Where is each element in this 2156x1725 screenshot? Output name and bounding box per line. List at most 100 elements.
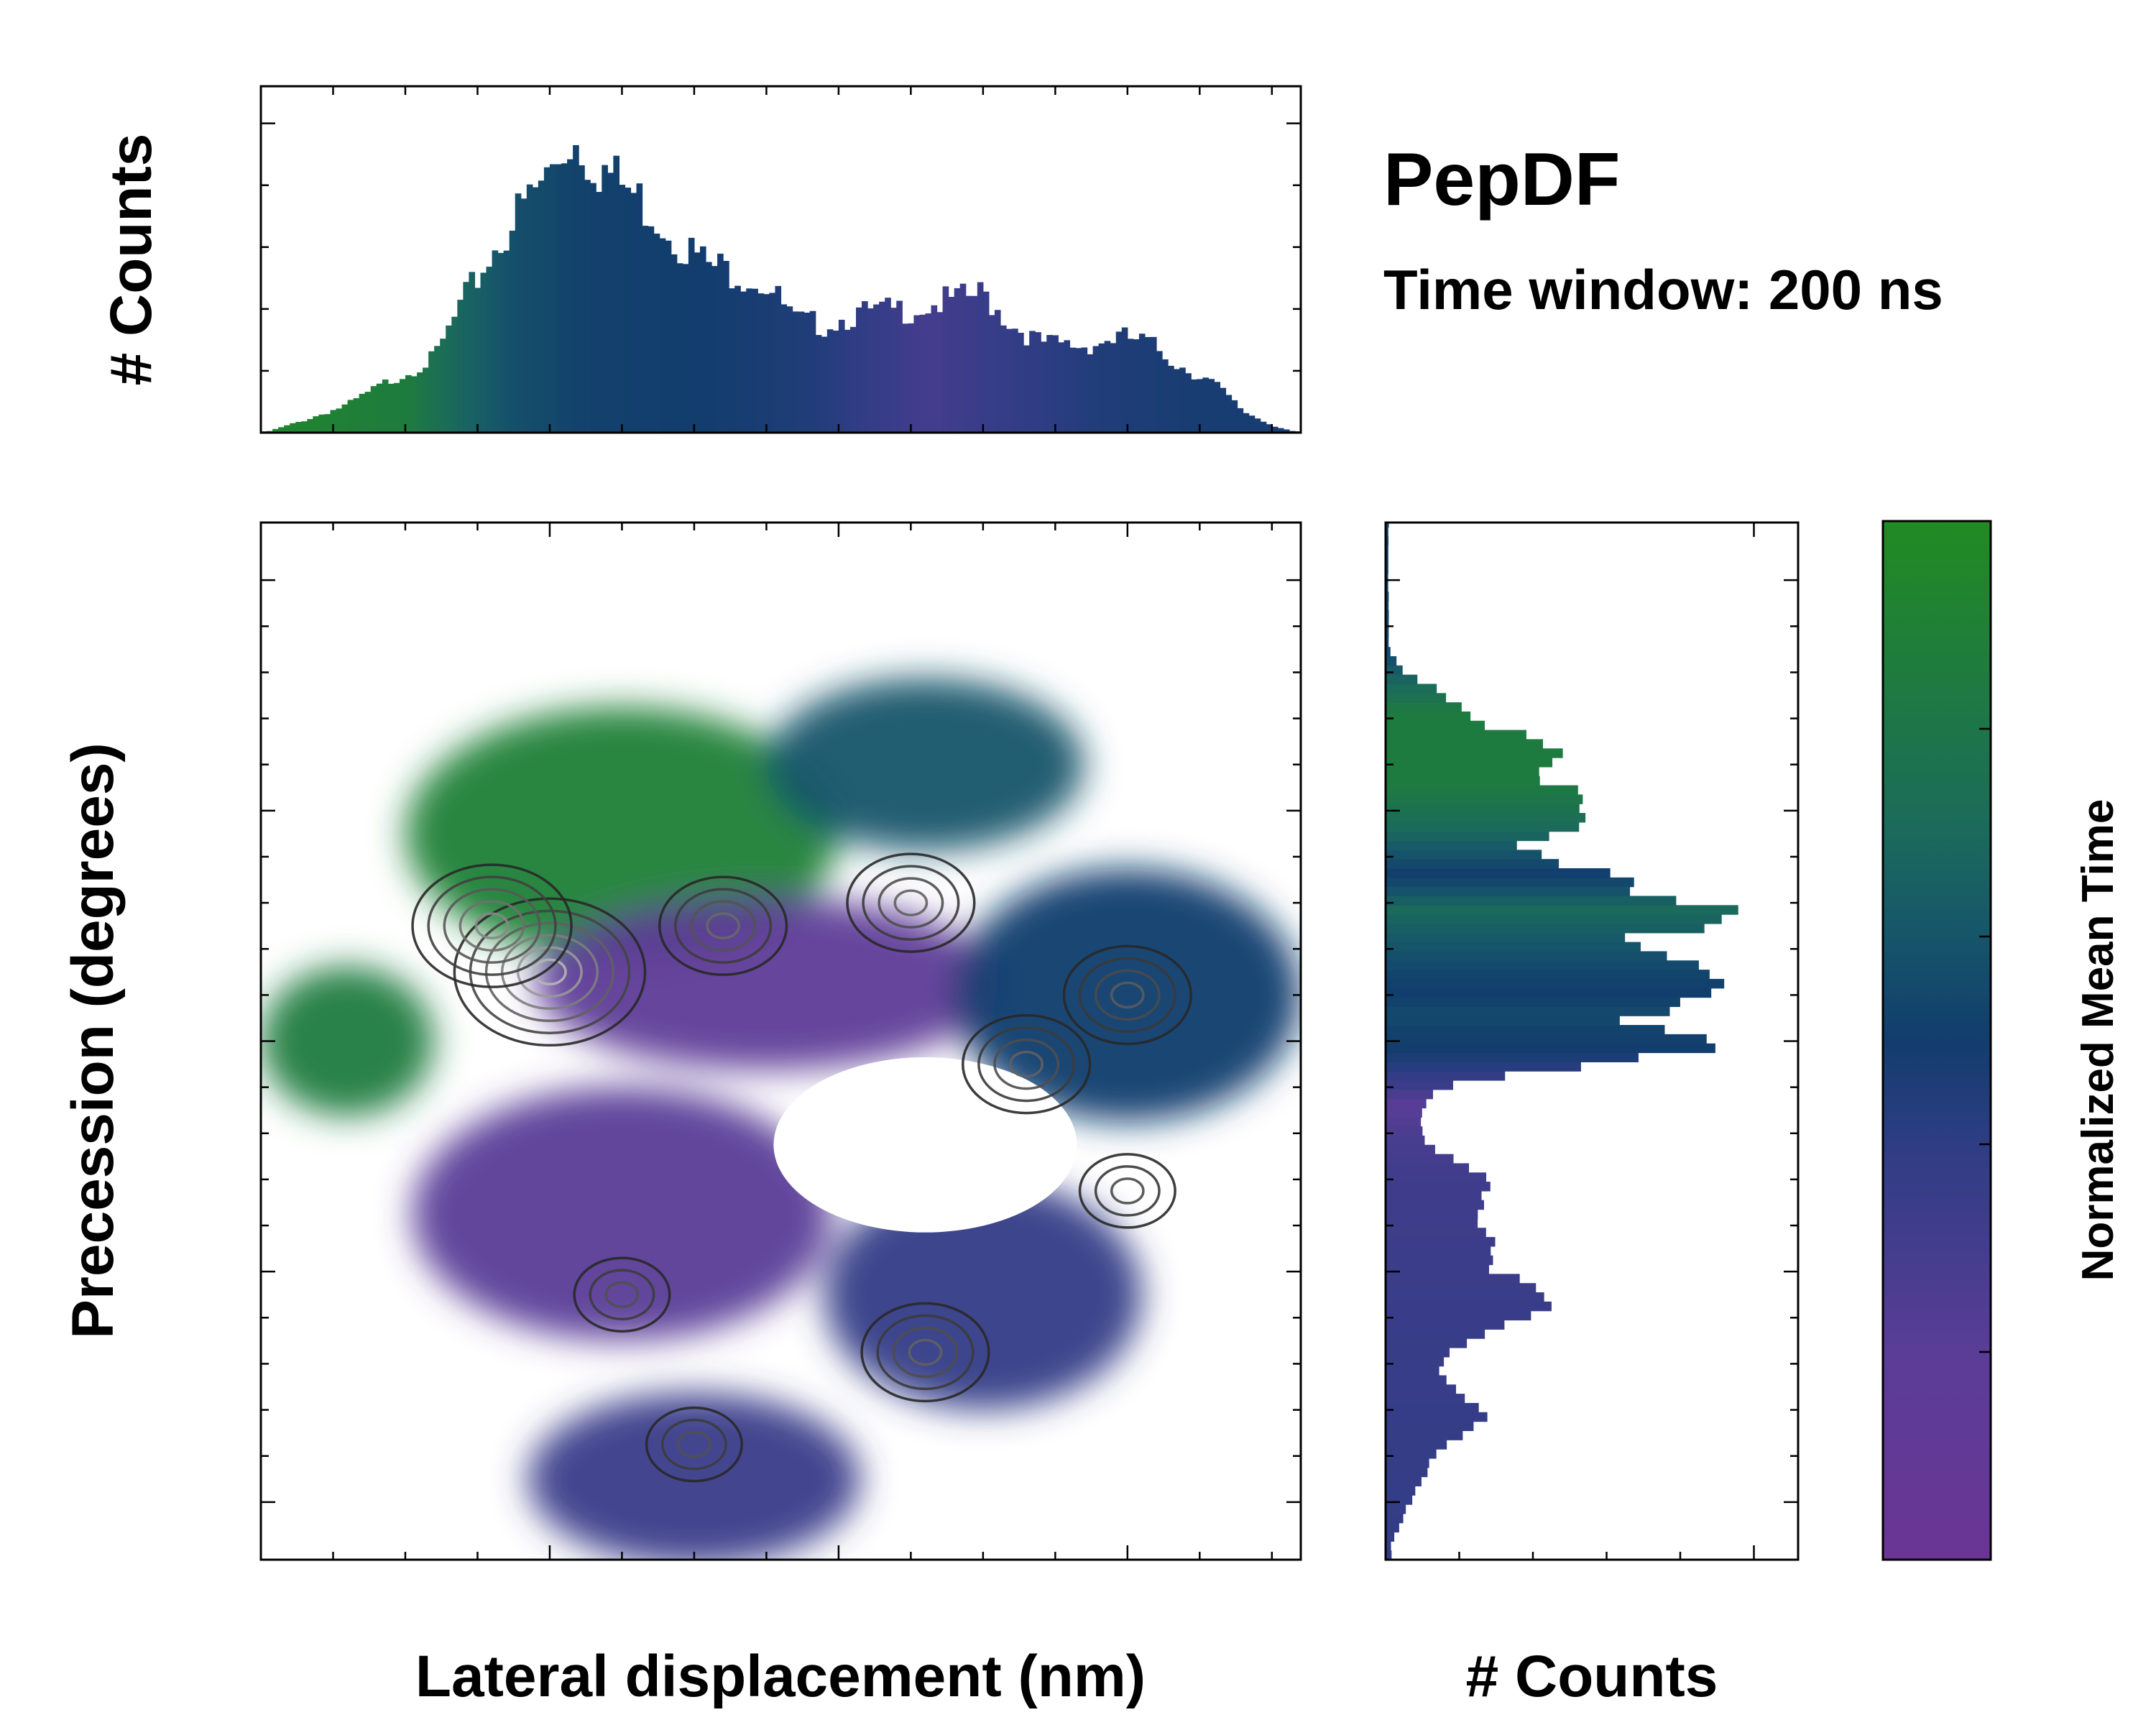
x-hist-bar [555,164,562,433]
y-hist-bar [1386,1440,1447,1450]
x-hist-bar [723,261,729,433]
contour-line [573,1256,671,1333]
y-hist-bar [1386,702,1462,712]
x-hist-bar [734,285,741,433]
y-hist-bar [1386,1366,1439,1376]
colorbar-ticks [1979,520,1991,1561]
x-hist-bar [1081,347,1088,433]
y-hist-bar [1386,822,1580,832]
y-hist-bar [1386,665,1403,676]
x-hist-bar [988,315,995,433]
x-hist-bar [971,295,978,433]
y-hist-bar [1386,970,1710,980]
y-hist-bar [1386,720,1485,731]
x-hist-bar [1018,332,1024,433]
x-hist-bar [1271,426,1279,433]
y-hist-bar [1386,951,1667,961]
y-hist-bar [1386,1476,1422,1486]
x-hist-bar [757,293,764,433]
y-hist-bar [1386,1310,1531,1321]
x-hist-bar [648,226,655,433]
heatmap-region [405,707,839,961]
y-hist-bar [1386,1163,1470,1173]
x-hist-bar [1023,345,1030,433]
main-ticks [259,523,1301,1560]
contour-line [427,875,557,976]
heatmap-region [528,1392,860,1560]
x-hist-bar [567,159,573,433]
x-hist-bar [867,308,874,433]
x-hist-bar [1179,367,1186,433]
y-hist-bar [1386,766,1539,777]
contour-line [877,877,944,929]
y-hist-bar [1386,1421,1474,1432]
contour-line [993,1038,1060,1090]
empty-region [773,1057,1077,1233]
x-hist-bar [486,267,493,433]
x-hist-bar [492,250,499,433]
contour-line [908,1338,943,1366]
x-hist-bar [925,313,932,433]
y-hist-bar [1386,1126,1423,1136]
heatmap-region [261,966,435,1116]
x-hist-bar [694,252,701,433]
y-hist-bar [1386,942,1641,952]
y-hist-bar [1386,840,1517,850]
y-hist-bar [1386,527,1388,537]
y-hist-bar [1386,656,1397,666]
x-hist-bar [873,304,880,433]
x-hist-bar [579,165,585,433]
contour-line [453,897,647,1047]
x-hist-bar [538,180,545,433]
x-hist-bar [815,335,822,433]
x-hist-bar [399,379,406,433]
x-hist-bar [463,282,469,433]
x-hist-bar [1012,328,1018,433]
x-hist-bar [440,339,446,433]
colorbar-label: Normalized Mean Time [2073,799,2123,1282]
heatmap-regions [261,678,1301,1560]
y-hist-bar [1386,1320,1505,1330]
y-hist-bar [1386,1495,1413,1505]
x-hist-bar [278,427,285,433]
density-contours [411,852,1192,1483]
x-hist-bar [625,188,632,433]
x-hist-bar [844,329,851,433]
contour-line [862,865,960,941]
y-hist-bar [1386,554,1388,565]
x-hist-bar [341,404,349,433]
y-hist-bar [1386,1043,1715,1054]
y-hist-bar [1386,730,1526,740]
x-hist-bar [561,163,568,433]
contour-line [1110,981,1145,1009]
x-hist-bar [954,288,961,433]
y-hist-bar [1386,794,1583,804]
x-hist-bar [596,191,602,433]
x-hist-bar [526,184,533,433]
x-hist-bar [982,291,990,433]
x-hist-bar [543,167,550,433]
x-hist-bar [532,187,539,433]
contour-line [443,888,541,964]
y-hist-bar [1386,1522,1399,1533]
contour-line [658,875,788,976]
y-hist-bar [1386,1255,1493,1266]
contour-line [962,1013,1092,1115]
x-hist-bar [417,372,423,433]
contour-line [660,1418,727,1471]
x-hist-bar [1243,413,1250,433]
x-hist-bar [1168,365,1174,433]
y-hist-bar [1386,1402,1479,1413]
y-hist-bar [1386,638,1389,648]
y-hist-bar [1386,1264,1489,1274]
y-hist-bar [1386,1080,1454,1090]
x-hist-bar [1000,325,1007,433]
x-hist-bar [272,428,279,433]
x-hist-bar [411,376,418,433]
x-hist-bar [1138,334,1146,433]
contour-line [604,1281,640,1308]
x-hist-bar [636,183,643,433]
y-hist-bar [1386,1190,1482,1201]
y-hist-bar [1386,978,1725,989]
y-hist-bar [1386,1550,1392,1560]
